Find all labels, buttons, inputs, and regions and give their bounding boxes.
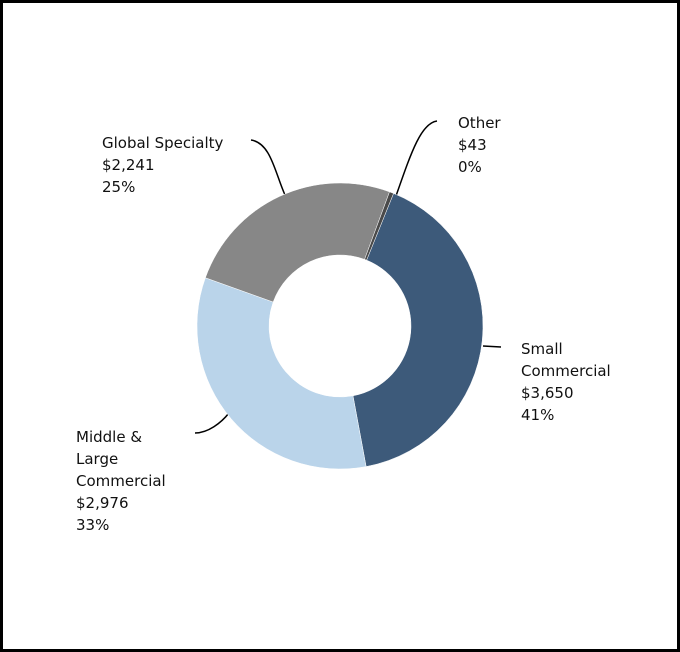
leader-line <box>194 412 230 434</box>
slice-label: Other $43 0% <box>458 112 538 178</box>
donut-slice <box>364 191 394 261</box>
slice-label: Small Commercial $3,650 41% <box>521 338 631 426</box>
leader-line <box>395 120 438 197</box>
category-name: Small Commercial <box>521 340 611 380</box>
donut-slice <box>205 182 390 303</box>
leader-line <box>482 345 502 348</box>
value-label: $43 <box>458 136 487 154</box>
category-name: Middle & Large Commercial <box>76 428 166 490</box>
value-label: $3,650 <box>521 384 574 402</box>
percent-label: 25% <box>102 178 136 196</box>
slice-label: Middle & Large Commercial $2,976 33% <box>76 426 186 536</box>
percent-label: 0% <box>458 158 482 176</box>
slice-label: Global Specialty $2,241 25% <box>102 132 252 198</box>
category-name: Global Specialty <box>102 134 224 152</box>
donut-slice <box>196 277 367 470</box>
category-name: Other <box>458 114 501 132</box>
donut-slice <box>352 193 484 467</box>
percent-label: 33% <box>76 516 110 534</box>
donut-chart <box>194 120 502 470</box>
value-label: $2,976 <box>76 494 129 512</box>
percent-label: 41% <box>521 406 555 424</box>
value-label: $2,241 <box>102 156 155 174</box>
leader-line <box>250 139 286 196</box>
